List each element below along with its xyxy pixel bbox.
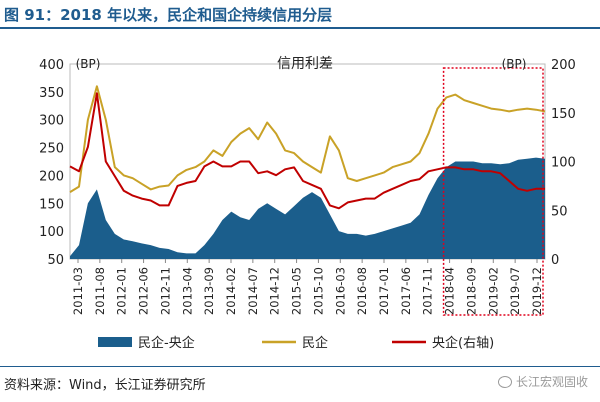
left-tick-label: 100 [39, 225, 64, 240]
credit-spread-chart: 50 100 150 200 250 300 350 400 0 50 100 150 200 2011-… [39, 56, 576, 351]
x-tick-label: 2019-07 [508, 267, 522, 315]
source-note: 资料来源：Wind，长江证券研究所 [4, 378, 206, 393]
legend-label: 央企(右轴) [432, 335, 494, 351]
legend-swatch [98, 337, 132, 347]
x-tick-label: 2017-06 [399, 267, 413, 315]
right-tick-label: 100 [551, 156, 576, 171]
right-tick-label: 50 [551, 204, 568, 219]
line-layer [69, 85, 546, 210]
highlight-box [442, 67, 544, 316]
axes-layer: 50 100 150 200 250 300 350 400 0 50 100 150 200 2011-… [39, 58, 576, 315]
x-tick-label: 2013-09 [202, 267, 216, 315]
right-tick-label: 200 [551, 58, 576, 73]
x-tick-label: 2016-08 [355, 267, 369, 315]
bottom-rule [0, 366, 600, 367]
line-series-left [69, 85, 546, 193]
left-tick-label: 200 [39, 169, 64, 184]
x-tick-label: 2014-12 [268, 267, 282, 315]
x-tick-label: 2017-11 [421, 267, 435, 315]
x-tick-label: 2014-02 [224, 267, 238, 315]
x-tick-label: 2015-10 [311, 267, 325, 315]
left-tick-label: 300 [39, 114, 64, 129]
x-tick-label: 2018-04 [443, 267, 457, 315]
x-tick-label: 2014-07 [246, 267, 260, 315]
left-tick-label: 250 [39, 142, 64, 157]
left-tick-label: 400 [39, 58, 64, 73]
right-tick-label: 150 [551, 107, 576, 122]
legend: 民企-央企 民企 央企(右轴) [98, 335, 494, 351]
line-series-right [69, 92, 545, 210]
area-layer [70, 157, 545, 259]
left-tick-label: 150 [39, 197, 64, 212]
right-tick-label: 0 [551, 253, 559, 268]
x-tick-label: 2012-06 [137, 267, 151, 315]
x-tick-label: 2011-03 [71, 267, 85, 315]
left-axis-unit: (BP) [76, 57, 101, 71]
x-tick-label: 2012-01 [115, 267, 129, 315]
chart-title: 信用利差 [277, 56, 333, 72]
x-tick-label: 2018-09 [464, 267, 478, 315]
x-tick-label: 2019-12 [530, 267, 544, 315]
left-tick-label: 50 [47, 253, 64, 268]
x-tick-label: 2012-11 [158, 267, 172, 315]
watermark: 长江宏观固收 [497, 373, 588, 390]
right-axis-unit: (BP) [502, 57, 527, 71]
x-tick-label: 2016-03 [333, 267, 347, 315]
wechat-icon [497, 375, 512, 388]
watermark-text: 长江宏观固收 [515, 375, 588, 389]
x-tick-label: 2015-05 [290, 267, 304, 315]
x-tick-label: 2017-01 [377, 267, 391, 315]
title-rule [0, 27, 600, 29]
x-tick-label: 2011-08 [93, 267, 107, 315]
legend-label: 民企 [302, 335, 328, 351]
figure-title: 图 91：2018 年以来，民企和国企持续信用分层 [4, 6, 333, 24]
area-series [70, 157, 545, 259]
legend-label: 民企-央企 [138, 335, 195, 351]
left-tick-label: 350 [39, 86, 64, 101]
x-tick-label: 2019-02 [486, 267, 500, 315]
x-tick-label: 2013-04 [180, 267, 194, 315]
